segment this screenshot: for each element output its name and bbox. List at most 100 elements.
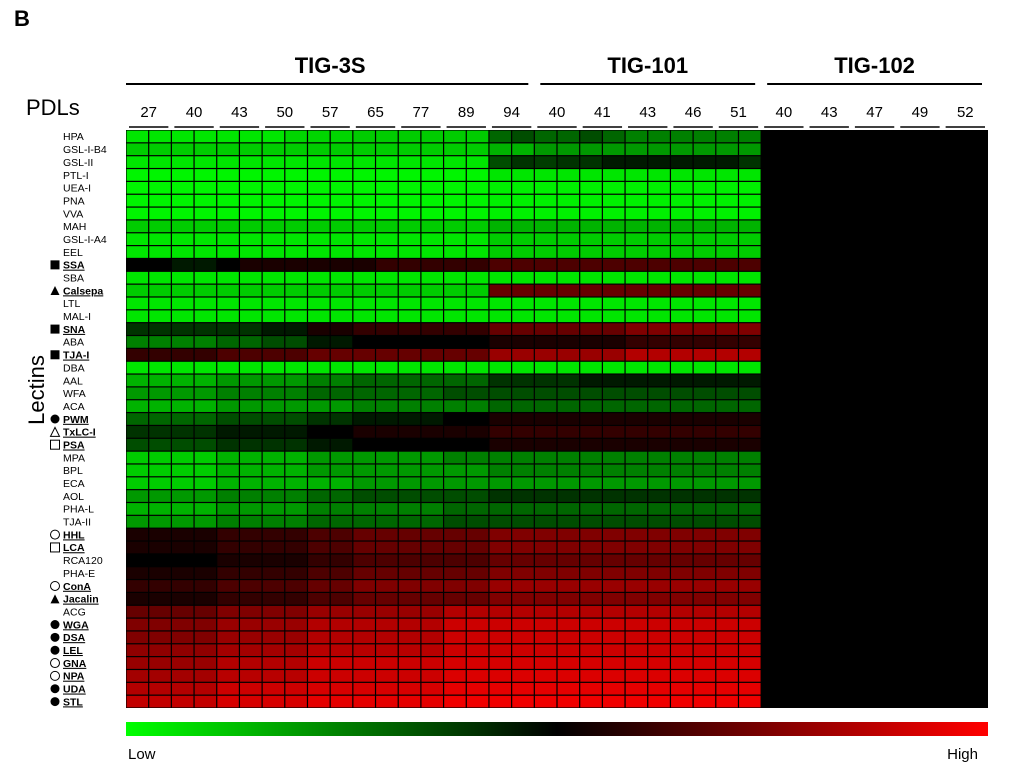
heatmap-cell — [308, 387, 330, 400]
heatmap-cell — [398, 413, 421, 425]
heatmap-cell — [716, 682, 738, 695]
heatmap-cell — [421, 271, 443, 284]
heatmap-cell — [308, 593, 330, 605]
heatmap-cell — [171, 477, 194, 490]
heatmap-cell — [194, 400, 217, 412]
heatmap-cell — [602, 156, 625, 168]
heatmap-cell — [171, 528, 194, 541]
heatmap-cell — [421, 194, 443, 207]
heatmap-cell — [398, 143, 421, 156]
heatmap-cell — [240, 233, 262, 245]
heatmap-cell — [330, 644, 353, 657]
heatmap-cell — [444, 490, 466, 502]
heatmap-cell — [194, 670, 217, 682]
heatmap-cell — [693, 605, 716, 618]
heatmap-cell — [489, 259, 512, 271]
heatmap-cell — [398, 605, 421, 618]
heatmap-cell — [693, 259, 716, 271]
heatmap-cell — [716, 657, 738, 669]
heatmap-cell — [534, 259, 557, 271]
heatmap-cell — [308, 554, 330, 567]
heatmap-cell — [353, 336, 375, 348]
heatmap-cell — [149, 695, 171, 708]
heatmap-cell — [693, 297, 716, 310]
heatmap-cell — [489, 490, 512, 502]
heatmap-cell — [376, 695, 398, 708]
heatmap-cell — [376, 336, 398, 348]
heatmap-cell — [171, 181, 194, 194]
heatmap-cell — [376, 605, 398, 618]
heatmap-cell — [580, 169, 602, 181]
heatmap-cell — [602, 130, 625, 143]
heatmap-cell — [466, 554, 489, 567]
heatmap-cell — [308, 220, 330, 233]
heatmap-cell — [625, 284, 648, 297]
heatmap-cell — [602, 490, 625, 502]
heatmap-cell — [739, 695, 761, 708]
heatmap-cell — [330, 143, 353, 156]
heatmap-cell — [489, 387, 512, 400]
heatmap-cell — [671, 657, 693, 669]
heatmap-cell — [353, 541, 375, 554]
heatmap-cell — [353, 451, 375, 464]
heatmap-cell — [194, 181, 217, 194]
heatmap-cell — [376, 130, 398, 143]
heatmap-cell — [330, 477, 353, 490]
heatmap-cell — [330, 554, 353, 567]
heatmap-cell — [217, 259, 239, 271]
heatmap-cell — [240, 503, 262, 515]
heatmap-cell — [671, 284, 693, 297]
heatmap-cell — [330, 336, 353, 348]
heatmap-cell — [580, 284, 602, 297]
heatmap-cell — [194, 220, 217, 233]
heatmap-cell — [625, 426, 648, 438]
heatmap-cell — [625, 361, 648, 374]
group-headers: TIG-3S TIG-101 TIG-102 — [126, 53, 982, 85]
heatmap-cell — [398, 451, 421, 464]
heatmap-cell — [580, 413, 602, 425]
heatmap-cell — [512, 361, 534, 374]
heatmap-cell — [149, 400, 171, 412]
heatmap-cell — [330, 580, 353, 592]
heatmap-cell — [716, 503, 738, 515]
heatmap-cell — [444, 618, 466, 631]
heatmap-cell — [376, 374, 398, 387]
heatmap-cell — [126, 503, 149, 515]
heatmap-cell — [126, 554, 149, 567]
heatmap-cell — [285, 515, 307, 528]
heatmap-cell — [285, 387, 307, 400]
heatmap-cell — [308, 156, 330, 168]
heatmap-cell — [466, 657, 489, 669]
heatmap-cell — [534, 207, 557, 220]
heatmap-cell — [557, 682, 580, 695]
heatmap-cell — [671, 310, 693, 323]
heatmap-cell — [602, 374, 625, 387]
heatmap-cell — [466, 515, 489, 528]
heatmap-cell — [285, 361, 307, 374]
heatmap-cell — [489, 143, 512, 156]
heatmap-cell — [262, 143, 285, 156]
heatmap-cell — [330, 361, 353, 374]
heatmap-cell — [126, 207, 149, 220]
heatmap-cell — [126, 657, 149, 669]
heatmap-cell — [217, 657, 239, 669]
heatmap-cell — [466, 605, 489, 618]
heatmap-cell — [739, 413, 761, 425]
heatmap-cell — [648, 515, 670, 528]
heatmap-cell — [671, 528, 693, 541]
heatmap-cell — [126, 130, 149, 143]
row-label: ACA — [63, 401, 85, 413]
heatmap-cell — [739, 580, 761, 592]
heatmap-cell — [557, 605, 580, 618]
heatmap-cell — [466, 528, 489, 541]
heatmap-cell — [398, 323, 421, 335]
row-label: LEL — [63, 645, 83, 657]
heatmap-cell — [693, 220, 716, 233]
heatmap-cell — [671, 374, 693, 387]
heatmap-cell — [240, 451, 262, 464]
heatmap-cell — [353, 528, 375, 541]
heatmap-cell — [240, 644, 262, 657]
heatmap-cell — [534, 682, 557, 695]
marker-filled-triangle-icon — [50, 594, 60, 604]
